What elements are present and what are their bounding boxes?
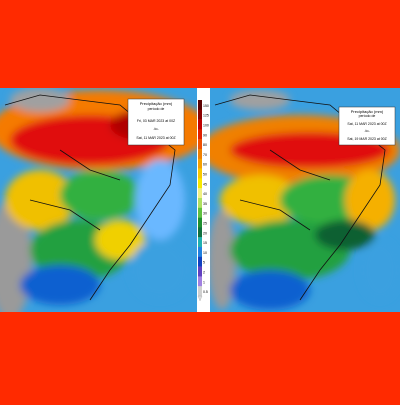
colorbar-label: 2 — [203, 270, 205, 274]
colorbar-label: 0.5 — [203, 290, 208, 294]
colorbar-label: 50 — [203, 172, 207, 176]
colorbar-swatch — [198, 198, 202, 208]
colorbar-swatch — [198, 149, 202, 159]
colorbar-swatch — [198, 188, 202, 199]
legend-separator: -to- — [153, 127, 159, 131]
colorbar-swatch — [198, 168, 202, 179]
legend-end: Sat, 11 MAR 2023 at 00Z — [136, 136, 176, 140]
colorbar-label: 30 — [203, 212, 207, 216]
colorbar-label: 150 — [203, 104, 209, 108]
colorbar-label: 40 — [203, 192, 207, 196]
colorbar-swatch — [198, 207, 202, 218]
colorbar-label: 1 — [203, 280, 205, 284]
colorbar-swatch — [198, 227, 202, 238]
colorbar-label: 20 — [203, 231, 207, 235]
colorbar-label: 45 — [203, 182, 207, 186]
colorbar-label: 15 — [203, 241, 207, 245]
legend-start: Fri, 03 MAR 2023 at 00Z — [137, 119, 176, 123]
colorbar: 150 125 100 90 80 70 60 50 45 40 35 30 25 20 15 10 5 2 1 0.… — [197, 100, 209, 302]
colorbar-label: 90 — [203, 133, 207, 137]
colorbar-swatch — [198, 100, 202, 110]
colorbar-swatch — [198, 217, 202, 228]
legend-subtitle: período de — [359, 114, 376, 118]
colorbar-label: 80 — [203, 143, 207, 147]
colorbar-swatch — [198, 178, 202, 189]
legend-title: Precipitação (mm) — [351, 109, 384, 114]
legend-end: Sat, 19 MAR 2023 at 00Z — [347, 137, 387, 141]
colorbar-swatch — [198, 139, 202, 150]
colorbar-label: 25 — [203, 221, 207, 225]
colorbar-swatch — [198, 129, 202, 140]
legend-separator: -to- — [364, 129, 370, 133]
colorbar-swatch — [198, 119, 202, 130]
colorbar-swatch — [198, 237, 202, 248]
colorbar-label: 100 — [203, 123, 209, 127]
colorbar-label: 60 — [203, 163, 207, 167]
legend-start: Sat, 11 MAR 2023 at 00Z — [347, 122, 387, 126]
colorbar-label: 125 — [203, 114, 209, 118]
legend-subtitle: período de — [148, 107, 165, 111]
colorbar-label: 35 — [203, 202, 207, 206]
colorbar-swatch — [198, 266, 202, 277]
left-legend-box — [127, 98, 185, 146]
colorbar-label: 10 — [203, 251, 207, 255]
colorbar-swatch — [198, 247, 202, 257]
colorbar-swatch — [198, 256, 202, 267]
colorbar-arrow — [197, 295, 203, 302]
legend-title: Precipitação (mm) — [140, 101, 173, 106]
colorbar-label: 70 — [203, 153, 207, 157]
colorbar-swatch — [198, 158, 202, 169]
colorbar-swatch — [198, 286, 202, 297]
colorbar-swatch — [198, 276, 202, 287]
colorbar-label: 5 — [203, 261, 205, 265]
colorbar-swatch — [198, 109, 202, 120]
right-legend-box — [338, 106, 396, 146]
